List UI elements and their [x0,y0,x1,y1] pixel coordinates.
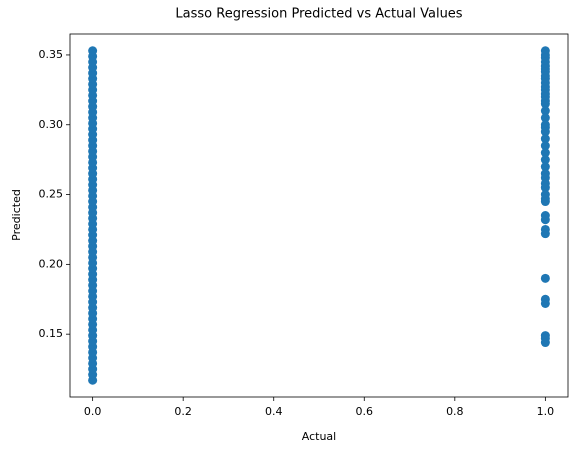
point [540,215,550,225]
point [540,197,550,207]
point [540,99,550,109]
x-tick-label: 1.0 [537,405,555,418]
x-tick-label: 0.4 [265,405,283,418]
x-tick-label: 0.6 [356,405,374,418]
point [540,338,550,348]
point [540,127,550,137]
point [540,229,550,239]
y-tick-label: 0.15 [39,327,64,340]
point [540,298,550,308]
plot-frame [69,33,569,398]
y-tick-label: 0.20 [39,257,64,270]
point [540,106,550,116]
x-tick-label: 0.8 [446,405,464,418]
point [540,148,550,158]
x-tick-label: 0.0 [84,405,102,418]
point [540,273,550,283]
y-tick-label: 0.35 [39,48,64,61]
y-axis-label: Predicted [10,189,23,241]
point [540,141,550,151]
x-tick-label: 0.2 [174,405,192,418]
point [540,183,550,193]
x-axis-label: Actual [302,430,336,443]
point [540,113,550,123]
point [540,162,550,172]
point [540,155,550,165]
point [540,134,550,144]
y-tick-label: 0.25 [39,188,64,201]
y-tick-label: 0.30 [39,118,64,131]
point [88,46,98,56]
chart-title: Lasso Regression Predicted vs Actual Val… [175,7,462,22]
